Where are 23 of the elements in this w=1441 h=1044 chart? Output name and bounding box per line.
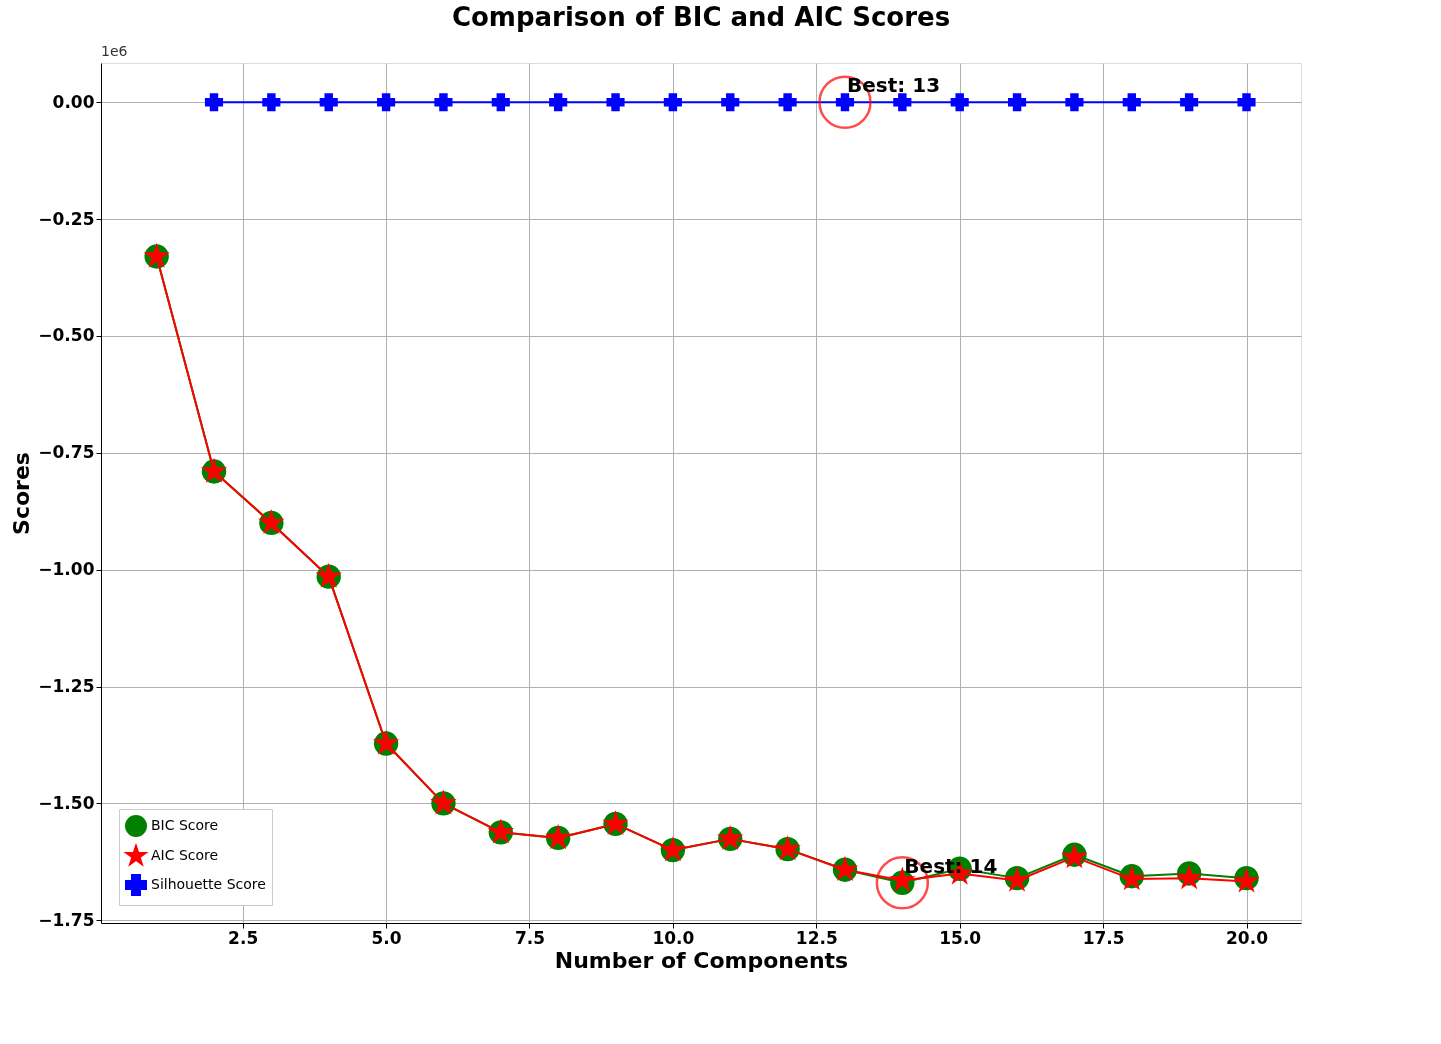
x-tick-label: 12.5 [795,927,838,948]
x-tick-label: 17.5 [1082,927,1125,948]
y-tick-label: 0.00 [52,91,95,112]
legend-label: BIC Score [151,817,219,833]
legend-label: Silhouette Score [151,876,266,892]
x-tick-label: 5.0 [371,927,402,948]
y-tick-label: −1.75 [38,909,95,930]
y-tick-label: −1.50 [38,792,95,813]
chart-title: Comparison of BIC and AIC Scores [451,2,951,32]
x-tick-label: 15.0 [939,927,982,948]
x-axis-title: Number of Components [554,947,849,973]
y-tick-label: −1.25 [38,676,95,696]
y-tick-label: −0.50 [38,325,95,346]
y-tick-label: −0.25 [38,208,95,229]
x-tick-label: 7.5 [514,927,546,948]
y-tick-label: −1.00 [38,559,95,580]
y-tick-label: −0.75 [38,442,95,463]
x-tick-label: 2.5 [228,927,259,948]
x-tick-label: 20.0 [1226,927,1269,948]
text: 1e6 [101,43,128,59]
legend-label: AIC Score [151,847,219,863]
y-axis-title: Scores [9,452,35,535]
x-tick-label: 10.0 [652,927,695,948]
